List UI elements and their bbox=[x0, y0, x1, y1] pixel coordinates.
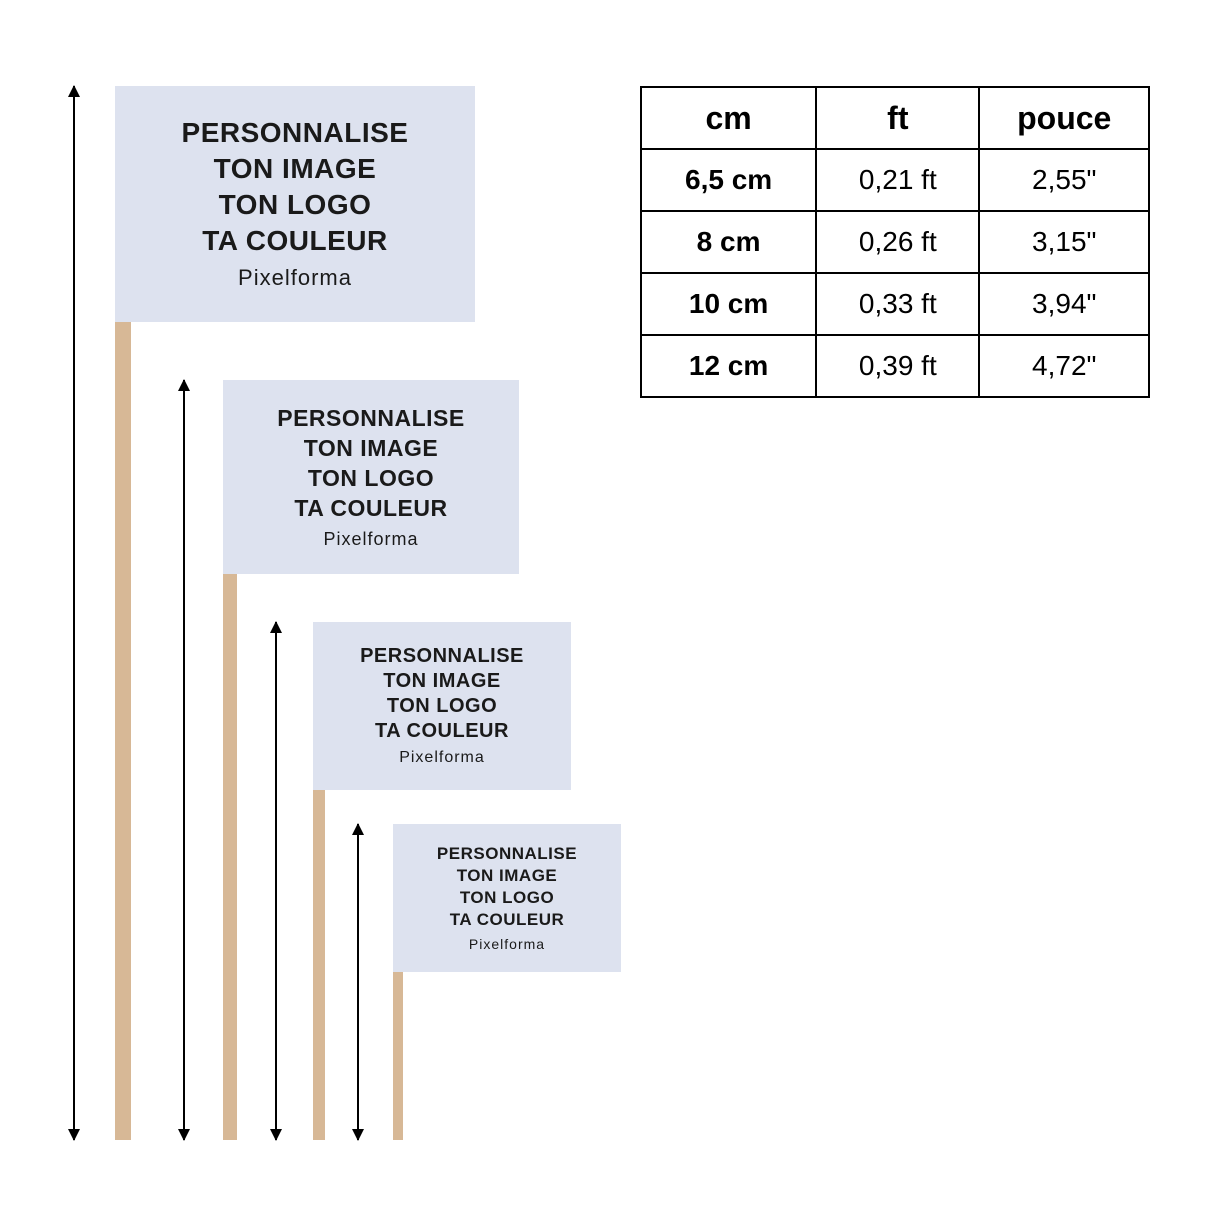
flag-text-line4: TA COULEUR bbox=[450, 910, 565, 930]
table-cell: 2,55" bbox=[979, 149, 1149, 211]
table-cell: 8 cm bbox=[641, 211, 816, 273]
table-row: 12 cm0,39 ft4,72" bbox=[641, 335, 1149, 397]
flag-brand: Pixelforma bbox=[323, 529, 418, 550]
flag-text-line3: TON LOGO bbox=[460, 888, 554, 908]
flag-text-line4: TA COULEUR bbox=[202, 225, 387, 257]
flag-text-line1: PERSONNALISE bbox=[437, 844, 577, 864]
table-header: ft bbox=[816, 87, 979, 149]
table-cell: 4,72" bbox=[979, 335, 1149, 397]
table-cell: 3,15" bbox=[979, 211, 1149, 273]
flag-4: PERSONNALISETON IMAGETON LOGOTA COULEUR P… bbox=[393, 824, 621, 972]
flag-text-line2: TON IMAGE bbox=[304, 435, 438, 462]
table-cell: 6,5 cm bbox=[641, 149, 816, 211]
table-cell: 10 cm bbox=[641, 273, 816, 335]
flag-text-line2: TON IMAGE bbox=[457, 866, 558, 886]
flag-text-line1: PERSONNALISE bbox=[182, 117, 409, 149]
flag-stick-2 bbox=[223, 574, 237, 1140]
height-arrow-4 bbox=[357, 824, 359, 1140]
infographic-canvas: PERSONNALISETON IMAGETON LOGOTA COULEURP… bbox=[0, 0, 1214, 1214]
table-cell: 12 cm bbox=[641, 335, 816, 397]
flag-text-line2: TON IMAGE bbox=[383, 670, 500, 693]
table-cell: 0,39 ft bbox=[816, 335, 979, 397]
flag-text-line3: TON LOGO bbox=[308, 465, 434, 492]
table-cell: 0,26 ft bbox=[816, 211, 979, 273]
size-conversion-table: cmftpouce6,5 cm0,21 ft2,55"8 cm0,26 ft3,… bbox=[640, 86, 1150, 398]
flag-text-line4: TA COULEUR bbox=[375, 720, 509, 743]
flag-text-line3: TON LOGO bbox=[387, 695, 497, 718]
table-row: 10 cm0,33 ft3,94" bbox=[641, 273, 1149, 335]
flag-stick-4 bbox=[393, 972, 403, 1140]
flag-3: PERSONNALISETON IMAGETON LOGOTA COULEUR P… bbox=[313, 622, 571, 790]
flag-brand: Pixelforma bbox=[238, 265, 352, 291]
flag-text-line3: TON LOGO bbox=[219, 189, 372, 221]
table-row: 6,5 cm0,21 ft2,55" bbox=[641, 149, 1149, 211]
table-cell: 0,21 ft bbox=[816, 149, 979, 211]
flag-text-line2: TON IMAGE bbox=[214, 153, 377, 185]
height-arrow-2 bbox=[183, 380, 185, 1140]
table-cell: 3,94" bbox=[979, 273, 1149, 335]
table-header: pouce bbox=[979, 87, 1149, 149]
table-cell: 0,33 ft bbox=[816, 273, 979, 335]
flag-text-line1: PERSONNALISE bbox=[360, 645, 524, 668]
table-header: cm bbox=[641, 87, 816, 149]
flag-brand: Pixelforma bbox=[399, 749, 485, 767]
flag-text-line4: TA COULEUR bbox=[294, 495, 447, 522]
height-arrow-1 bbox=[73, 86, 75, 1140]
flag-stick-3 bbox=[313, 790, 325, 1140]
flag-stick-1 bbox=[115, 322, 131, 1140]
table-row: 8 cm0,26 ft3,15" bbox=[641, 211, 1149, 273]
flag-text-line1: PERSONNALISE bbox=[277, 405, 464, 432]
flag-brand: Pixelforma bbox=[469, 936, 545, 952]
flag-1: PERSONNALISE TON IMAGE TON LOGO TA COULEUR P… bbox=[115, 86, 475, 322]
flag-2: PERSONNALISE TON IMAGE TON LOGO TA COULEUR P… bbox=[223, 380, 519, 574]
height-arrow-3 bbox=[275, 622, 277, 1140]
